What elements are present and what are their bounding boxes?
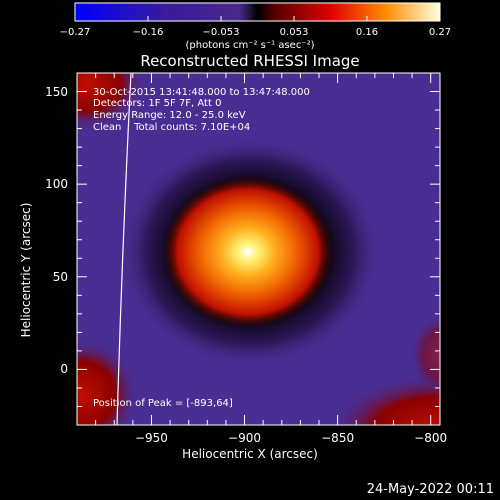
- colorbar-tick-label: −0.053: [202, 27, 240, 38]
- x-tick-label: −850: [321, 431, 355, 445]
- colorbar-tick-label: 0.16: [355, 27, 379, 38]
- info-time-range: 30-Oct-2015 13:41:48.000 to 13:47:48.000: [93, 87, 310, 98]
- colorbar-tick-label: −0.16: [132, 27, 164, 38]
- x-tick-label: −800: [414, 431, 448, 445]
- chart-title: Reconstructed RHESSI Image: [140, 52, 360, 70]
- colorbar-tick-label: 0.053: [279, 27, 309, 38]
- heatmap-image: [77, 73, 440, 425]
- y-tick-label: 0: [60, 362, 68, 377]
- colorbar-units: (photons cm⁻² s⁻¹ asec⁻²): [185, 40, 315, 51]
- info-peak-position: Position of Peak = [-893,64]: [93, 398, 233, 409]
- colorbar-tick-label: 0.27: [428, 27, 452, 38]
- axis-ticks: [77, 72, 440, 425]
- info-detectors: Detectors: 1F 5F 7F, Att 0: [93, 98, 222, 109]
- y-tick-label: 50: [52, 269, 68, 284]
- corner-blob-top-left: [77, 73, 143, 129]
- colorbar-ticks: [74, 16, 441, 21]
- x-axis-label: Heliocentric X (arcsec): [182, 447, 318, 461]
- info-clean-counts: Clean Total counts: 7.10E+04: [93, 122, 251, 133]
- corner-blob-mid-right: [410, 315, 440, 395]
- info-energy-range: Energy Range: 12.0 - 25.0 keV: [93, 110, 246, 121]
- x-tick-label: −900: [228, 431, 262, 445]
- solar-limb: [116, 72, 132, 426]
- corner-blob-bottom-right: [330, 375, 440, 425]
- y-tick-label: 100: [45, 177, 68, 192]
- colorbar: [74, 2, 441, 22]
- footer-date: 24-May-2022 00:11: [366, 482, 494, 497]
- y-axis-label: Heliocentric Y (arcsec): [19, 202, 33, 338]
- x-tick-label: −950: [134, 431, 168, 445]
- colorbar-tick-label: −0.27: [59, 27, 91, 38]
- corner-blob-bottom-left: [77, 340, 137, 425]
- flare-source: [160, 174, 336, 330]
- plot-frame: [76, 72, 441, 426]
- y-tick-label: 150: [45, 84, 68, 99]
